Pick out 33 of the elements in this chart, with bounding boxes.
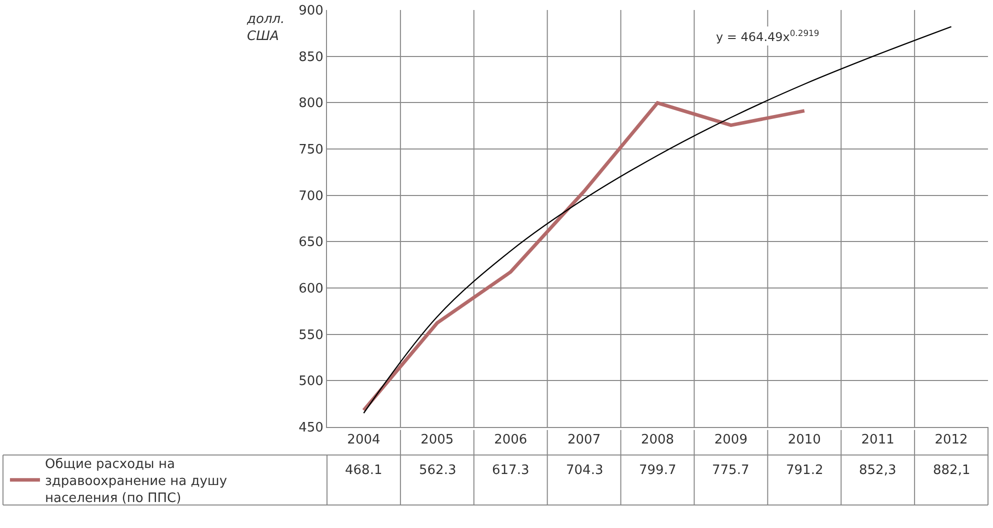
y-tick-label: 800 (298, 96, 324, 112)
y-tick-label: 450 (298, 420, 324, 436)
text: 852,3 (859, 463, 896, 478)
x-tick-label: 2005 (420, 432, 454, 448)
x-tick-label: 2011 (861, 432, 894, 448)
y-tick-label: 900 (298, 4, 324, 19)
data-label: 799.7 (639, 463, 676, 478)
data-label: 775.7 (712, 463, 750, 478)
x-tick-label: 2008 (640, 432, 674, 448)
data-label: 704.3 (566, 463, 604, 478)
x-tick-label: 2010 (788, 432, 821, 448)
y-tick-label: 700 (298, 188, 324, 204)
y-tick-label: 650 (298, 235, 324, 250)
x-tick-label: 2012 (934, 432, 968, 448)
x-tick-label: 2007 (568, 432, 601, 448)
data-label: 617.3 (492, 463, 530, 478)
data-label: 791.2 (786, 463, 824, 478)
x-tick-label: 2004 (347, 432, 380, 448)
text: долл. США (246, 12, 285, 44)
x-tick-label: 2006 (494, 432, 528, 448)
annotation: y = 464.49x$^{0.2919}$ (716, 28, 820, 44)
y-tick-label: 500 (298, 374, 324, 390)
y-tick-label: 750 (298, 142, 324, 158)
legend-label: Общие расходы на здравоохранение на душу населения (по ППС) (44, 457, 228, 506)
y-tick-label: 600 (298, 282, 324, 297)
line-series (363, 26, 952, 414)
line-series (362, 101, 806, 412)
text: 882,1 (933, 463, 970, 478)
y-tick-label: 850 (298, 50, 324, 65)
data-label: 562.3 (419, 463, 456, 478)
y-tick-label: 550 (298, 328, 324, 343)
data-label: 468.1 (345, 463, 382, 478)
x-tick-label: 2009 (714, 432, 748, 448)
